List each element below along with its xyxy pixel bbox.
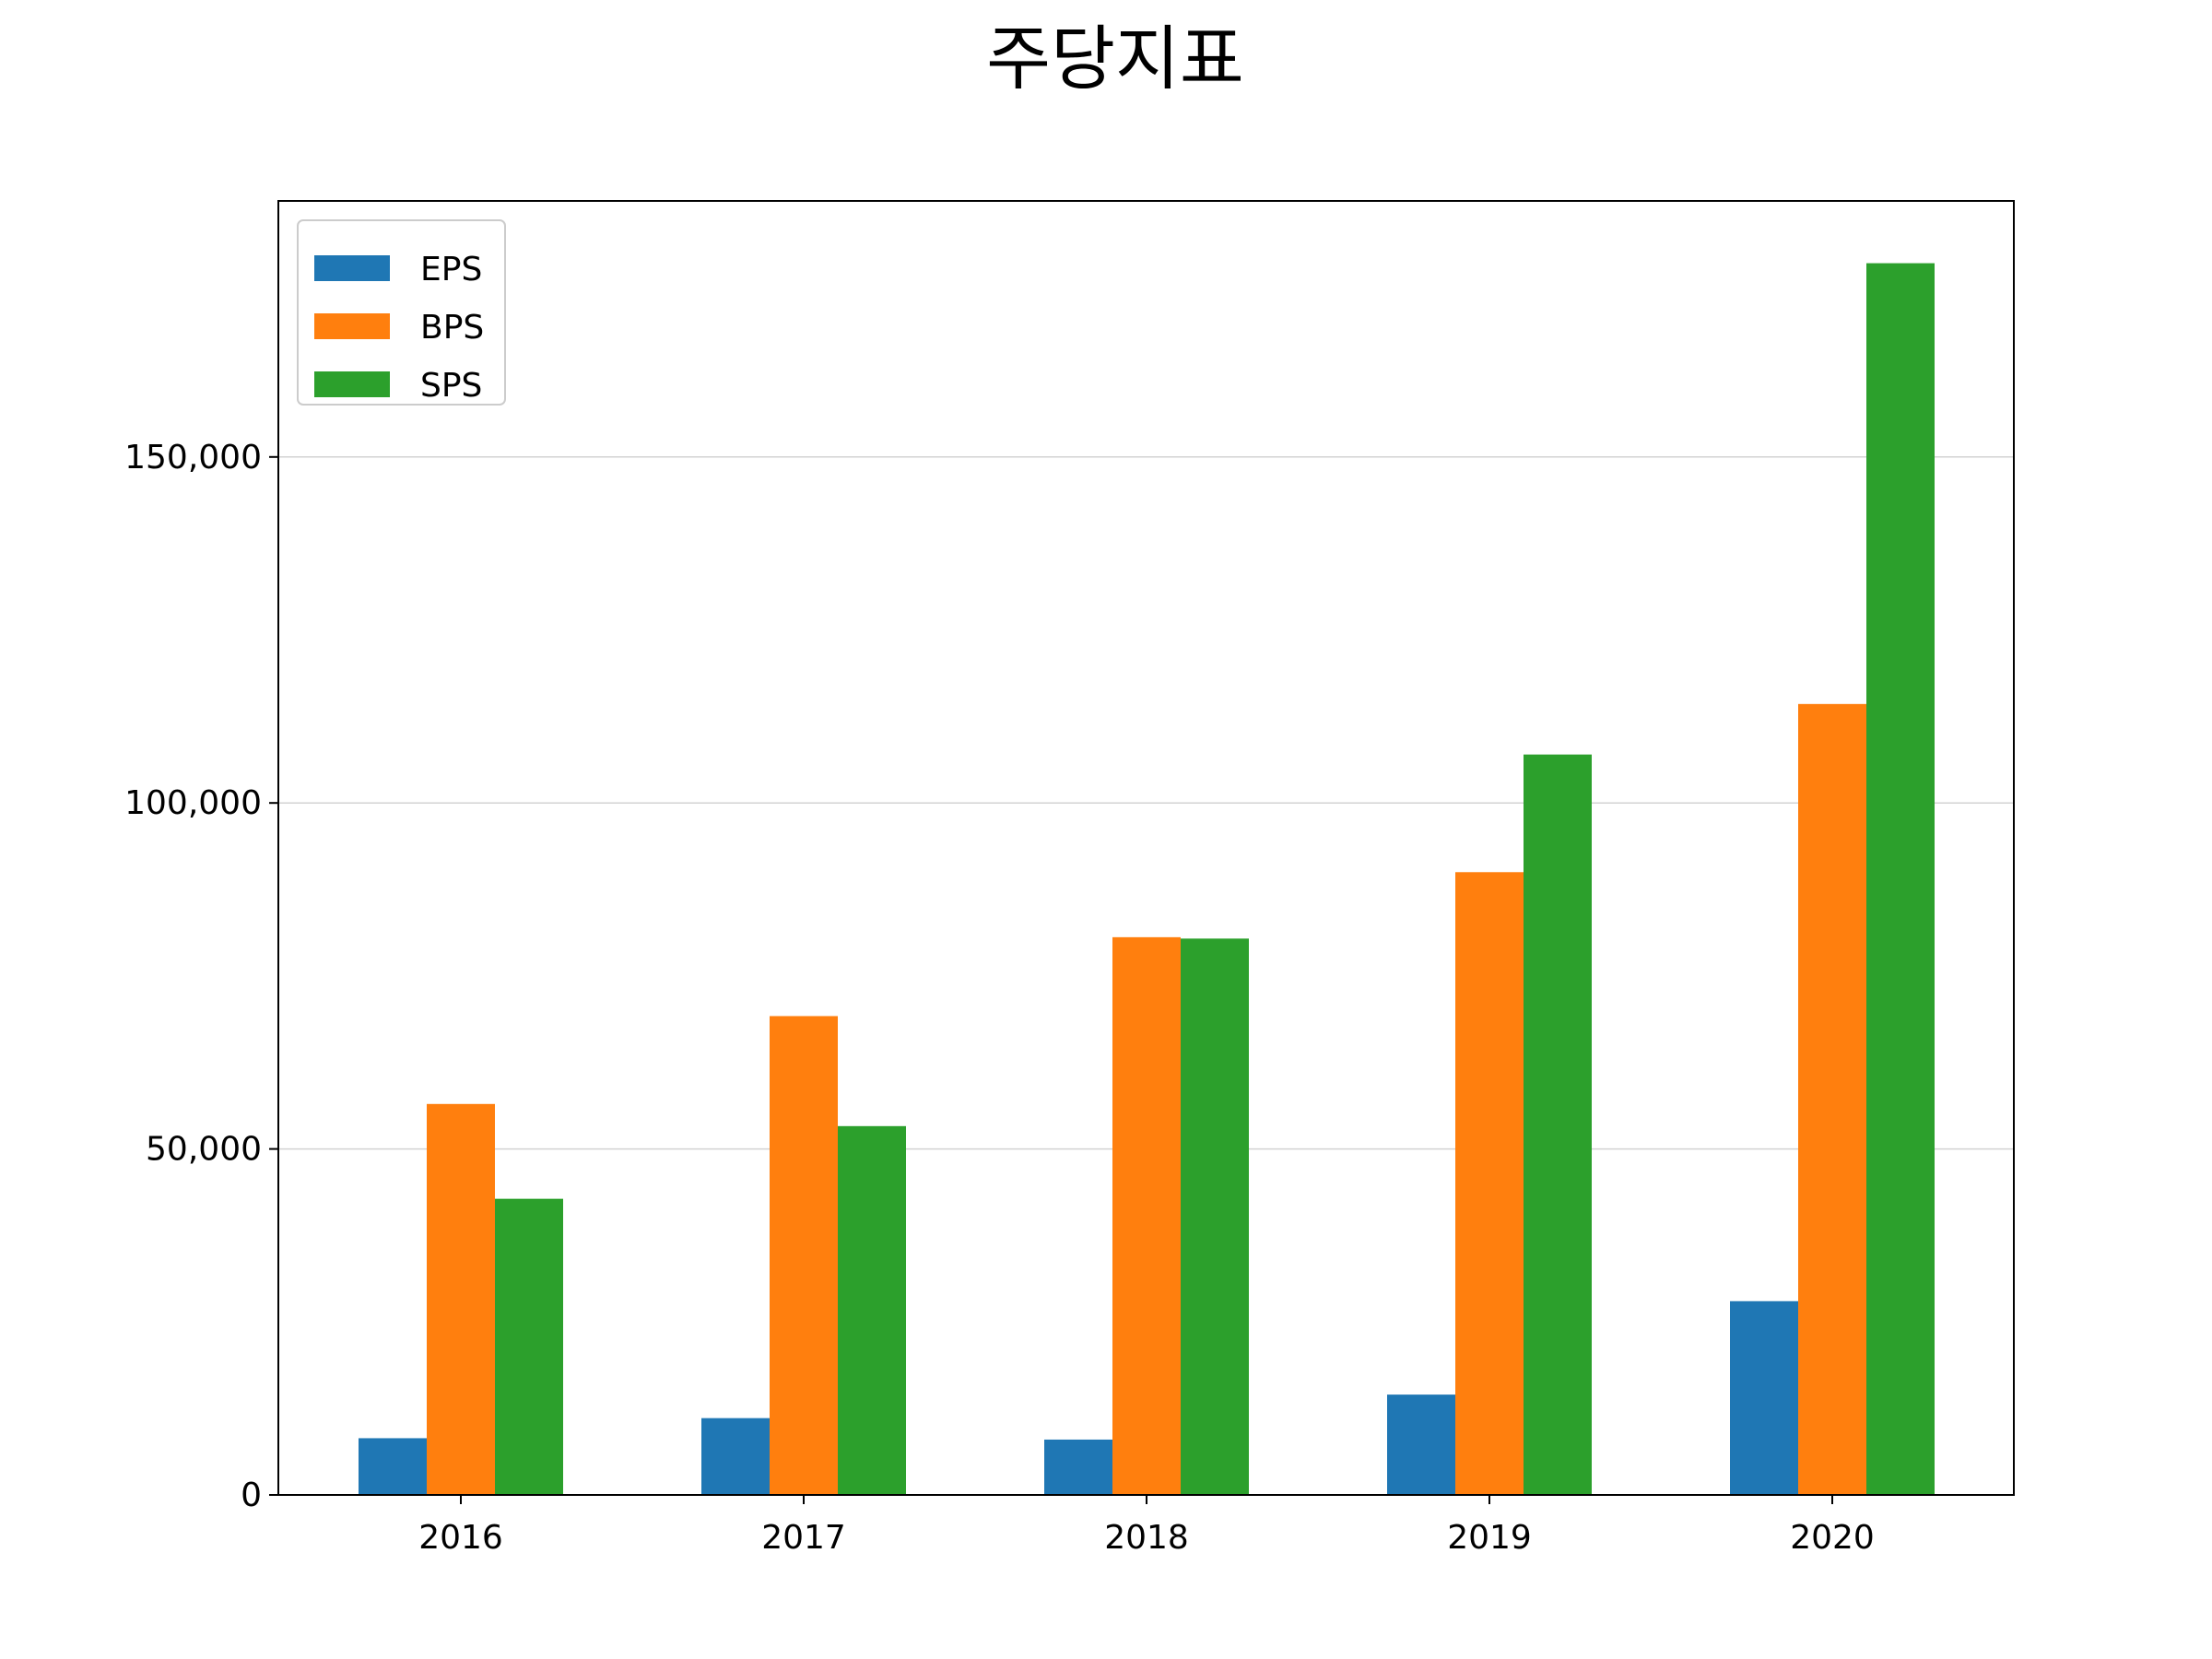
bar-sps-2018 <box>1181 938 1249 1495</box>
bar-sps-2016 <box>495 1198 563 1495</box>
y-axis: 0 50,000 100,000 150,000 <box>124 439 278 1514</box>
x-tick-label: 2018 <box>1104 1519 1189 1557</box>
legend-swatch-sps <box>314 371 390 397</box>
y-tick-label: 100,000 <box>124 784 262 822</box>
y-tick-label: 150,000 <box>124 439 262 477</box>
chart-title: 주당지표 <box>986 18 1244 100</box>
bar-bps-2017 <box>770 1016 838 1495</box>
x-tick-label: 2019 <box>1447 1519 1532 1557</box>
bar-bps-2018 <box>1112 936 1181 1495</box>
bar-bps-2019 <box>1455 872 1524 1495</box>
bar-bps-2020 <box>1798 703 1866 1495</box>
bar-bps-2016 <box>427 1103 495 1495</box>
bar-eps-2020 <box>1730 1300 1798 1495</box>
bar-eps-2016 <box>359 1438 427 1495</box>
bar-sps-2019 <box>1524 754 1592 1495</box>
x-tick-label: 2017 <box>761 1519 846 1557</box>
x-tick-label: 2020 <box>1790 1519 1875 1557</box>
x-axis: 2016 2017 2018 2019 2020 <box>418 1495 1875 1557</box>
y-tick-label: 50,000 <box>146 1131 262 1169</box>
legend-label-bps: BPS <box>420 309 484 347</box>
bar-eps-2017 <box>701 1418 770 1495</box>
legend-label-sps: SPS <box>420 367 482 405</box>
legend-label-eps: EPS <box>420 251 482 288</box>
bars <box>359 263 1935 1495</box>
legend: EPS BPS SPS <box>297 219 506 406</box>
bar-sps-2017 <box>838 1125 906 1495</box>
legend-swatch-eps <box>314 255 390 281</box>
bar-eps-2018 <box>1044 1439 1112 1495</box>
bar-eps-2019 <box>1387 1394 1455 1495</box>
x-tick-label: 2016 <box>418 1519 503 1557</box>
legend-swatch-bps <box>314 313 390 339</box>
y-tick-label: 0 <box>241 1477 262 1514</box>
bar-sps-2020 <box>1866 263 1935 1495</box>
